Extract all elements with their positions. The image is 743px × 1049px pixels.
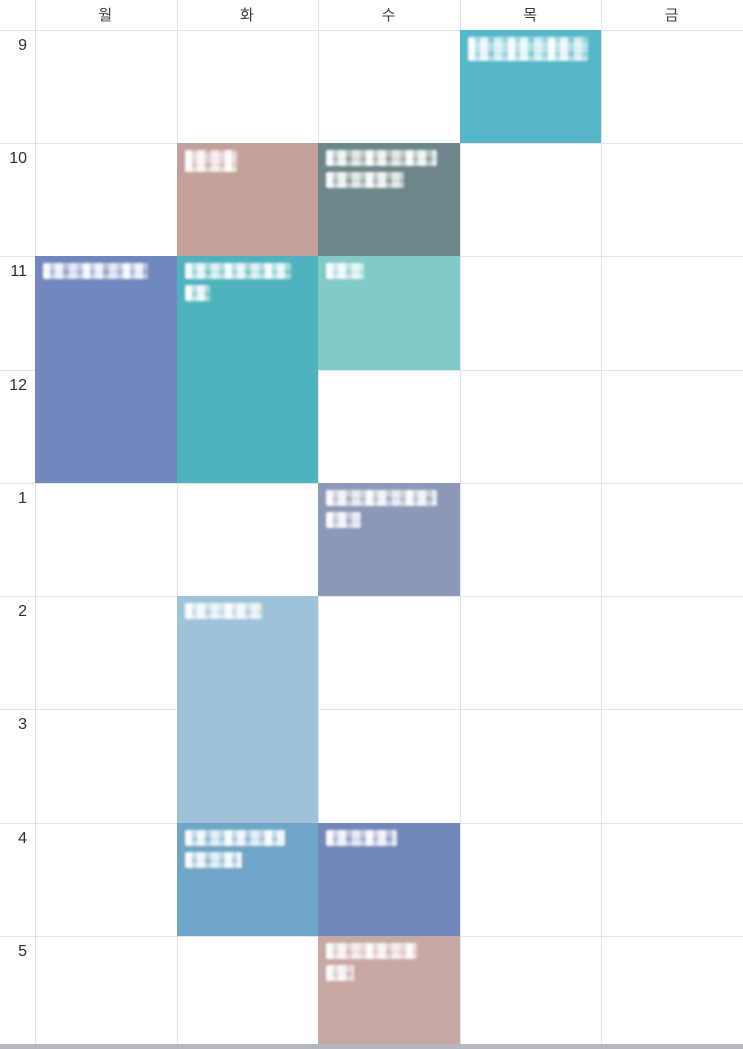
redacted-event-title (184, 603, 263, 620)
event-block-수-4[interactable] (318, 822, 460, 936)
hour-label-11: 11 (10, 263, 27, 281)
hour-label-4: 4 (18, 829, 27, 847)
redacted-event-title (184, 263, 292, 280)
redacted-event-title (326, 150, 437, 167)
event-block-목-9[interactable] (459, 30, 602, 144)
hour-label-10: 10 (9, 150, 27, 168)
grid-vline (176, 0, 178, 1049)
redacted-event-title (326, 829, 397, 846)
day-header-월: 월 (98, 7, 114, 24)
event-block-수-10[interactable] (318, 143, 460, 257)
grid-hline (0, 596, 743, 598)
bottom-edge-bar (0, 1044, 743, 1049)
redacted-event-title (184, 851, 243, 868)
redacted-event-title (184, 829, 286, 846)
grid-hline (0, 369, 743, 371)
grid-hline (0, 30, 743, 31)
grid-vline (601, 0, 603, 1049)
grid-vline (35, 0, 36, 1049)
redacted-event-title (326, 263, 364, 280)
event-block-화-2[interactable] (176, 596, 319, 823)
event-block-화-4[interactable] (176, 822, 319, 936)
redacted-event-title (326, 964, 354, 981)
hour-label-1: 1 (18, 489, 27, 507)
event-block-수-11[interactable] (318, 256, 460, 370)
day-header-목: 목 (523, 7, 538, 24)
redacted-event-title (43, 263, 149, 280)
redacted-event-title (184, 150, 238, 173)
grid-hline (0, 709, 743, 711)
event-block-수-5[interactable] (318, 935, 460, 1049)
day-header-수: 수 (381, 7, 397, 24)
hour-label-9: 9 (18, 37, 27, 54)
day-header-금: 금 (664, 7, 680, 24)
hour-label-5: 5 (18, 942, 27, 960)
redacted-event-title (326, 511, 362, 528)
day-header-화: 화 (239, 7, 255, 24)
grid-vline (459, 0, 461, 1049)
event-block-수-1[interactable] (318, 482, 460, 597)
redacted-event-title (326, 942, 417, 959)
hour-label-3: 3 (18, 716, 27, 734)
event-block-화-10[interactable] (176, 143, 319, 257)
redacted-event-title (326, 172, 405, 189)
redacted-event-title (467, 37, 589, 61)
redacted-event-title (326, 489, 437, 506)
hour-label-12: 12 (9, 376, 27, 394)
event-block-월-11[interactable] (35, 256, 177, 483)
hour-label-2: 2 (18, 603, 27, 621)
redacted-event-title (184, 285, 210, 302)
event-block-화-11[interactable] (176, 256, 319, 483)
